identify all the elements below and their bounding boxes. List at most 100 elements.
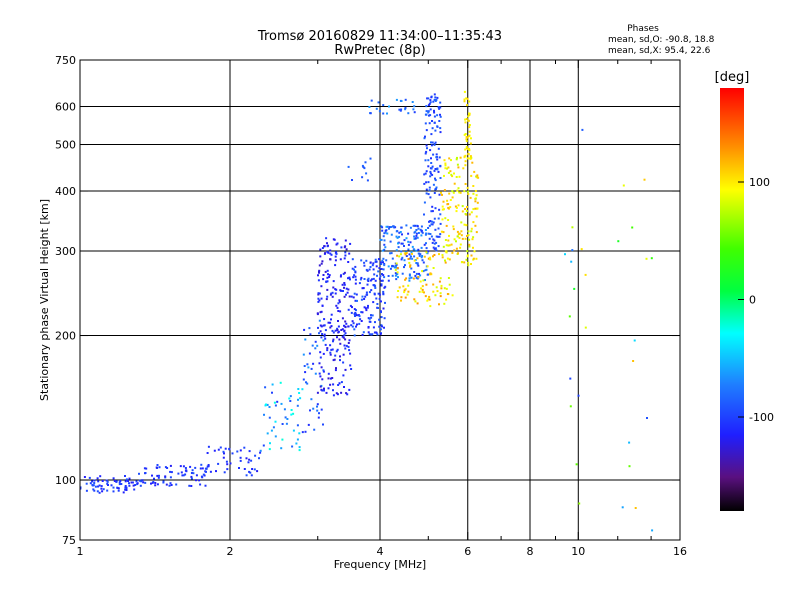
data-point xyxy=(451,294,454,297)
data-point xyxy=(386,232,389,235)
data-point xyxy=(97,485,99,488)
colorbar-ticks: 100 0 -100 xyxy=(738,176,774,424)
x-tick-label: 1 xyxy=(77,545,84,558)
data-point xyxy=(408,277,411,280)
data-point xyxy=(382,268,385,271)
data-point xyxy=(365,172,368,175)
data-point xyxy=(281,438,284,441)
data-point xyxy=(324,343,327,346)
data-point xyxy=(312,362,315,365)
data-point xyxy=(360,311,363,314)
data-point xyxy=(203,474,206,477)
data-point xyxy=(217,448,220,451)
data-point xyxy=(411,101,414,103)
data-point xyxy=(621,506,624,509)
data-point xyxy=(370,99,373,102)
data-point xyxy=(384,301,386,304)
data-point xyxy=(415,234,418,237)
data-point xyxy=(365,291,368,294)
data-point xyxy=(423,291,425,294)
data-point xyxy=(465,224,468,227)
data-point xyxy=(433,111,436,114)
data-point xyxy=(455,158,458,161)
data-point xyxy=(427,110,430,113)
data-point xyxy=(314,340,317,343)
data-point xyxy=(238,467,240,469)
data-point xyxy=(332,340,334,343)
data-point xyxy=(470,174,473,177)
data-point xyxy=(395,262,398,265)
data-point xyxy=(395,230,398,233)
data-point xyxy=(425,113,428,116)
data-point xyxy=(380,311,382,314)
data-point xyxy=(436,114,439,117)
data-point xyxy=(436,168,439,171)
data-point xyxy=(269,442,271,445)
data-point xyxy=(435,249,438,252)
data-point xyxy=(316,313,319,316)
data-point xyxy=(465,118,468,120)
data-point xyxy=(467,234,470,236)
data-point xyxy=(352,276,355,279)
data-point xyxy=(362,287,365,290)
data-point xyxy=(437,106,440,108)
data-point xyxy=(475,257,478,260)
data-point xyxy=(350,368,353,370)
data-point xyxy=(396,271,399,274)
data-point xyxy=(316,405,318,408)
data-point xyxy=(158,474,160,477)
data-point xyxy=(133,488,136,491)
data-point xyxy=(330,325,333,328)
data-point xyxy=(259,451,262,454)
data-point xyxy=(440,287,443,290)
data-point xyxy=(290,413,293,416)
data-point xyxy=(429,149,432,152)
data-point xyxy=(432,183,435,186)
data-point xyxy=(354,275,357,278)
data-point xyxy=(343,386,345,388)
data-point xyxy=(360,276,363,279)
data-point xyxy=(225,460,228,463)
data-point xyxy=(363,306,366,309)
data-point xyxy=(467,119,470,122)
data-point xyxy=(405,237,408,240)
data-point xyxy=(419,274,422,277)
data-point xyxy=(351,179,353,181)
data-point xyxy=(464,208,467,210)
data-point xyxy=(429,101,432,104)
data-point xyxy=(446,257,449,260)
data-point xyxy=(346,291,349,294)
data-point xyxy=(378,277,381,280)
data-point xyxy=(385,225,388,228)
data-point xyxy=(377,307,379,309)
data-point xyxy=(422,279,425,282)
data-point xyxy=(373,292,376,295)
data-point xyxy=(298,446,301,449)
data-point xyxy=(463,133,466,136)
data-point xyxy=(437,227,440,230)
data-point xyxy=(373,284,376,287)
data-point xyxy=(182,474,185,477)
data-point xyxy=(354,271,357,274)
data-point xyxy=(295,442,298,445)
data-point xyxy=(96,477,99,480)
data-point xyxy=(299,397,302,400)
data-point xyxy=(441,208,444,211)
data-point xyxy=(391,274,394,277)
data-point xyxy=(352,296,355,299)
data-point xyxy=(439,213,442,216)
data-point xyxy=(390,226,393,228)
colorbar-label: [deg] xyxy=(715,70,750,85)
data-point xyxy=(383,232,386,235)
data-point xyxy=(321,304,324,307)
data-point xyxy=(433,143,436,145)
data-point xyxy=(344,320,347,323)
data-point xyxy=(460,221,463,224)
data-point xyxy=(369,112,372,115)
data-point xyxy=(459,191,462,194)
data-point xyxy=(341,335,344,338)
data-point xyxy=(382,235,385,238)
data-point xyxy=(322,274,325,276)
data-point xyxy=(347,288,350,291)
data-point xyxy=(390,233,393,236)
